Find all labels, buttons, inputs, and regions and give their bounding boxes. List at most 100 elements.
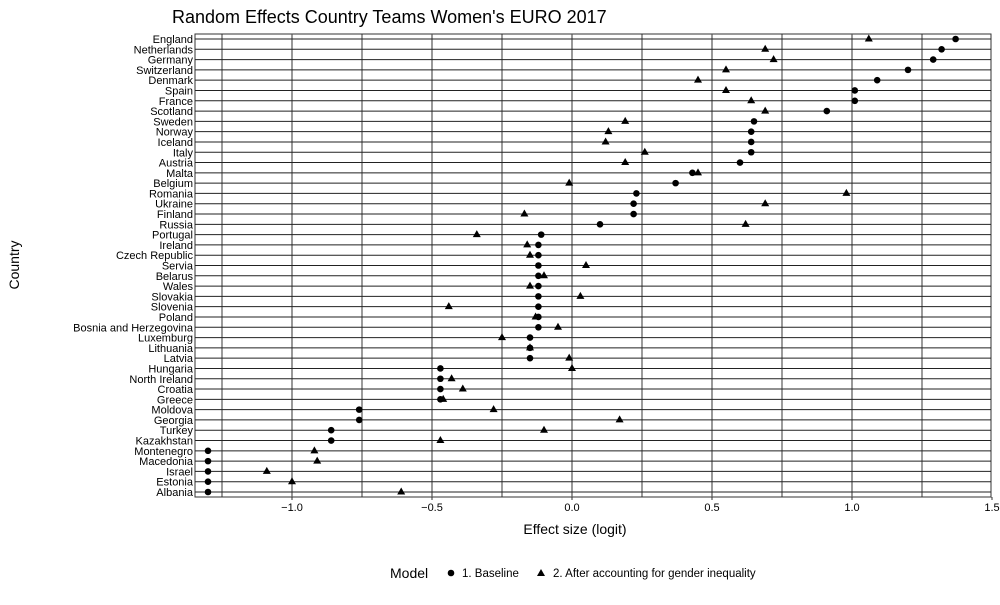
baseline-point (535, 272, 542, 280)
baseline-point (535, 282, 542, 290)
y-tick-label: Russia (159, 219, 194, 231)
adjusted-point (621, 158, 630, 166)
adjusted-point (472, 230, 481, 238)
baseline-point (630, 200, 637, 208)
y-tick-label: Ireland (159, 240, 193, 252)
baseline-point (204, 478, 212, 486)
adjusted-point (436, 436, 445, 444)
baseline-point (535, 303, 542, 310)
baseline-point (327, 437, 335, 444)
adjusted-point (526, 281, 534, 289)
baseline-point (535, 293, 542, 300)
baseline-point (204, 468, 212, 475)
y-tick-label: Servia (162, 261, 194, 273)
x-tick-label: 1.0 (844, 502, 859, 514)
y-tick-label: Latvia (164, 353, 194, 365)
y-tick-label: Spain (165, 85, 193, 97)
y-tick-label: Malta (166, 168, 194, 180)
adjusted-point (554, 322, 562, 330)
x-tick-label: −0.5 (421, 502, 443, 514)
y-tick-label: Denmark (148, 75, 193, 87)
y-tick-label: Italy (173, 147, 194, 159)
baseline-point (672, 179, 679, 187)
y-tick-label: Wales (163, 281, 194, 293)
chart-title: Random Effects Country Teams Women's EUR… (172, 7, 607, 27)
y-tick-label: Norway (156, 127, 194, 139)
x-tick-label: 0.5 (704, 502, 719, 514)
y-tick-label: Sweden (153, 116, 193, 128)
adjusted-point (761, 199, 770, 207)
adjusted-point (526, 250, 534, 258)
data-points (204, 34, 959, 496)
baseline-point (535, 251, 542, 259)
adjusted-point (523, 240, 532, 248)
adjusted-point (526, 343, 534, 351)
y-tick-label: Switzerland (136, 65, 193, 77)
y-tick-label: Belgium (153, 178, 193, 190)
x-axis-title: Effect size (logit) (523, 521, 626, 537)
adjusted-point (568, 363, 576, 371)
adjusted-point (842, 188, 851, 196)
y-tick-label: Israel (166, 466, 193, 478)
y-tick-label: Austria (159, 158, 194, 170)
adjusted-point (540, 425, 548, 433)
y-tick-label: Montenegro (134, 446, 193, 458)
y-tick-label: Luxemburg (138, 333, 193, 345)
adjusted-point (288, 477, 296, 485)
adjusted-point (747, 96, 756, 104)
baseline-point (535, 262, 542, 269)
adjusted-point (864, 34, 873, 42)
baseline-point (526, 354, 534, 362)
legend-label-baseline: 1. Baseline (462, 568, 519, 580)
y-tick-label: Belarus (156, 271, 194, 283)
adjusted-point (439, 394, 448, 402)
baseline-point (929, 56, 937, 63)
adjusted-point (604, 127, 613, 135)
baseline-point (437, 365, 444, 372)
adjusted-point (694, 168, 702, 176)
adjusted-point (498, 333, 506, 341)
legend-circle-marker (447, 569, 455, 577)
y-tick-label: Estonia (156, 477, 194, 489)
baseline-point (904, 66, 912, 74)
baseline-point (633, 190, 640, 197)
adjusted-point (397, 487, 406, 495)
baseline-point (437, 385, 444, 393)
adjusted-point (761, 106, 770, 114)
y-tick-label: Moldova (151, 405, 193, 417)
baseline-point (526, 334, 534, 341)
grid (194, 33, 993, 500)
y-tick-label: Macedonia (139, 456, 194, 468)
y-tick-label: Ukraine (155, 199, 193, 211)
y-tick-label: Portugal (152, 230, 193, 242)
baseline-point (851, 97, 859, 105)
baseline-point (689, 169, 696, 177)
baseline-point (823, 107, 831, 115)
baseline-point (938, 45, 945, 53)
baseline-point (204, 488, 212, 496)
adjusted-point (444, 302, 453, 310)
y-tick-label: Albania (156, 487, 194, 499)
adjusted-point (489, 405, 498, 413)
adjusted-point (761, 44, 770, 52)
adjusted-point (722, 65, 730, 73)
baseline-point (204, 447, 212, 455)
legend-title: Model (390, 565, 428, 581)
y-tick-label: Bosnia and Herzegovina (73, 322, 194, 334)
y-tick-label: Czech Republic (116, 250, 194, 262)
baseline-point (952, 35, 959, 43)
adjusted-point (310, 446, 319, 454)
adjusted-point (576, 291, 585, 299)
adjusted-point (741, 219, 750, 227)
adjusted-point (601, 137, 610, 145)
x-tick-label: 0.0 (564, 502, 579, 514)
adjusted-point (262, 466, 271, 474)
y-tick-label: England (153, 34, 193, 46)
y-tick-label: Germany (148, 55, 194, 67)
adjusted-point (640, 147, 649, 155)
baseline-point (747, 148, 755, 156)
y-tick-label: Greece (157, 394, 193, 406)
legend: Model 1. Baseline 2. After accounting fo… (390, 565, 756, 581)
adjusted-point (615, 415, 624, 423)
